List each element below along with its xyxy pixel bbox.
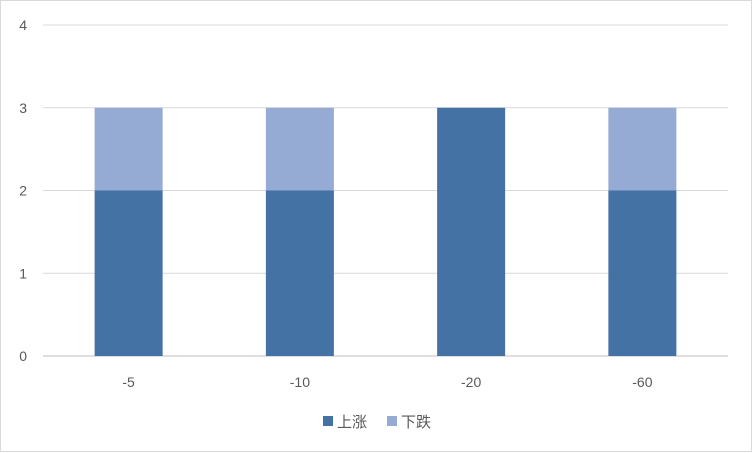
legend-swatch	[323, 416, 333, 426]
y-tick-label: 1	[19, 265, 27, 281]
x-tick-label: -5	[122, 374, 135, 390]
y-axis: 0 1 2 3 4	[19, 17, 27, 364]
bar-up-1	[265, 190, 334, 356]
bar-up-0	[94, 190, 163, 356]
bar-down-0	[94, 107, 163, 191]
legend: 上涨 下跌	[323, 414, 431, 431]
x-tick-label: -20	[461, 374, 481, 390]
bars	[94, 107, 677, 356]
legend-swatch	[387, 416, 397, 426]
bar-down-3	[608, 107, 677, 191]
y-tick-label: 2	[19, 183, 27, 199]
x-tick-label: -60	[632, 374, 652, 390]
bar-up-3	[608, 190, 677, 356]
y-tick-label: 4	[19, 17, 27, 33]
bar-up-2	[437, 107, 506, 356]
x-axis: -5 -10 -20 -60	[122, 374, 652, 390]
legend-label: 下跌	[401, 414, 431, 431]
y-tick-label: 3	[19, 100, 27, 116]
bar-down-1	[265, 107, 334, 191]
y-tick-label: 0	[19, 348, 27, 364]
legend-label: 上涨	[337, 414, 367, 431]
x-tick-label: -10	[290, 374, 310, 390]
